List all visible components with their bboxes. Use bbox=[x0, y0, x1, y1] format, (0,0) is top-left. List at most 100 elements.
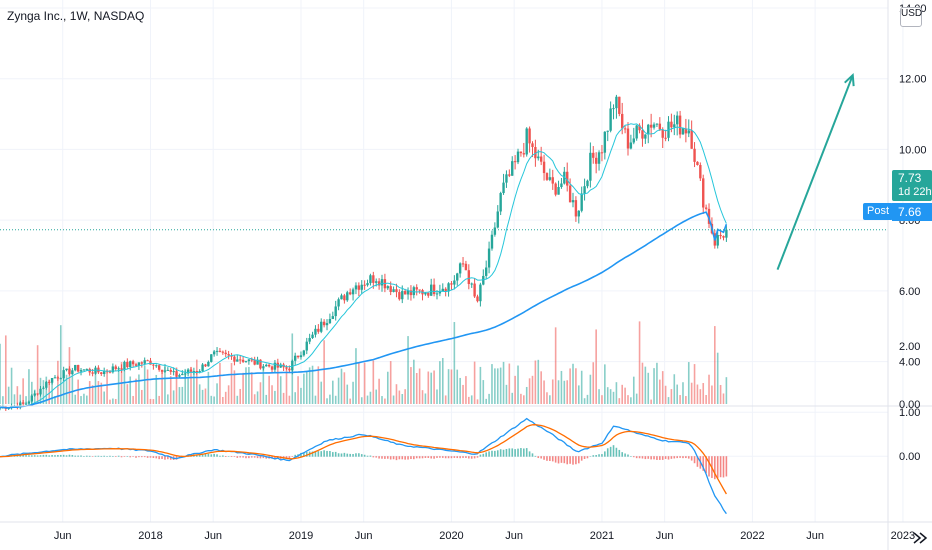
candle-body bbox=[415, 287, 418, 290]
volume-bar bbox=[459, 377, 461, 404]
macd-histogram-bar bbox=[305, 452, 308, 457]
volume-bar bbox=[253, 394, 256, 404]
candle-body bbox=[716, 234, 719, 246]
candle-body bbox=[644, 134, 647, 139]
macd-histogram-bar bbox=[537, 456, 540, 459]
candle-body bbox=[528, 128, 531, 144]
candle-body bbox=[82, 369, 86, 371]
candle-body bbox=[360, 284, 363, 290]
macd-histogram-bar bbox=[554, 456, 557, 463]
candle-body bbox=[603, 131, 607, 153]
candle-body bbox=[363, 284, 366, 286]
macd-histogram-bar bbox=[525, 448, 528, 457]
volume-bar bbox=[245, 367, 247, 404]
chart-title[interactable]: Zynga Inc., 1W, NASDAQ bbox=[7, 9, 145, 23]
candle-body bbox=[505, 174, 508, 183]
macd-histogram-bar bbox=[33, 455, 36, 457]
volume-bar bbox=[285, 367, 288, 404]
volume-bar bbox=[141, 389, 143, 404]
macd-histogram-bar bbox=[560, 456, 563, 463]
volume-bar bbox=[523, 395, 525, 404]
volume-bar bbox=[31, 381, 33, 404]
macd-histogram-bar bbox=[285, 456, 288, 459]
candle-body bbox=[539, 156, 543, 162]
candle-body bbox=[545, 173, 549, 180]
volume-bar bbox=[366, 395, 369, 404]
goto-realtime-icon[interactable] bbox=[908, 528, 930, 548]
candle-body bbox=[198, 371, 201, 373]
candle-body bbox=[406, 290, 410, 295]
currency-label[interactable]: USD bbox=[900, 7, 922, 27]
candle-body bbox=[215, 350, 219, 352]
candle-body bbox=[126, 361, 129, 368]
volume-bar bbox=[340, 368, 343, 404]
macd-histogram-bar bbox=[624, 453, 626, 457]
volume-bar bbox=[337, 377, 340, 404]
macd-histogram-bar bbox=[57, 455, 59, 457]
trend-arrow-line bbox=[776, 74, 854, 271]
volume-bar bbox=[259, 382, 262, 404]
volume-bar bbox=[213, 396, 215, 404]
macd-histogram-bar bbox=[352, 454, 354, 457]
volume-bar bbox=[722, 393, 725, 404]
macd-histogram-bar bbox=[360, 454, 363, 457]
volume-bar bbox=[100, 382, 103, 404]
candle-body bbox=[554, 183, 557, 195]
candle-body bbox=[531, 143, 534, 148]
volume-bar bbox=[265, 394, 268, 404]
candle-body bbox=[618, 96, 621, 114]
volume-bar bbox=[123, 363, 126, 404]
macd-histogram-bar bbox=[386, 456, 389, 459]
candle-body bbox=[71, 370, 74, 375]
candle-body bbox=[267, 364, 271, 367]
macd-histogram-bar bbox=[604, 451, 606, 457]
volume-bar bbox=[294, 392, 296, 404]
time-tick-label: 2018 bbox=[138, 530, 162, 542]
candle-body bbox=[253, 359, 256, 365]
volume-bar bbox=[0, 343, 1, 404]
volume-bar bbox=[175, 367, 178, 404]
candle-body bbox=[59, 378, 62, 380]
volume-bar bbox=[615, 382, 618, 404]
volume-bar bbox=[178, 387, 181, 404]
volume-bar bbox=[531, 375, 534, 404]
macd-histogram-bar bbox=[462, 456, 464, 458]
candle-body bbox=[594, 157, 598, 164]
candle-body bbox=[464, 263, 468, 271]
volume-bar bbox=[381, 396, 383, 404]
volume-bar bbox=[25, 396, 27, 404]
candle-body bbox=[563, 171, 566, 184]
candle-body bbox=[525, 128, 528, 155]
annotations bbox=[776, 73, 855, 271]
candle-body bbox=[482, 275, 485, 285]
volume-bar bbox=[606, 387, 609, 404]
candle-body bbox=[444, 288, 447, 292]
volume-bar bbox=[679, 395, 681, 404]
volume-bar bbox=[563, 380, 566, 404]
macd-histogram-bar bbox=[447, 456, 450, 459]
volume-bar bbox=[149, 398, 152, 404]
last-price-value: 7.73 bbox=[898, 171, 922, 185]
candle-body bbox=[568, 185, 572, 203]
macd-tick-label: 1.00 bbox=[899, 407, 920, 419]
volume-bar bbox=[106, 369, 108, 404]
macd-histogram-bar bbox=[563, 456, 566, 464]
candle-body bbox=[207, 361, 210, 367]
volume-bar bbox=[598, 389, 600, 404]
candle-body bbox=[65, 368, 68, 371]
volume-bar bbox=[13, 394, 16, 404]
candle-body bbox=[496, 211, 499, 228]
volume-bar bbox=[711, 385, 713, 404]
candle-body bbox=[681, 128, 685, 135]
price-tick-label: 6.00 bbox=[899, 286, 920, 298]
macd-histogram-bar bbox=[48, 455, 50, 457]
volume-bar bbox=[491, 364, 493, 404]
candle-body bbox=[354, 285, 358, 290]
macd-histogram-bar bbox=[667, 456, 670, 460]
volume-bar bbox=[109, 399, 111, 404]
volume-bar bbox=[360, 397, 363, 404]
volume-bar bbox=[410, 367, 412, 404]
candle-body bbox=[288, 368, 291, 371]
macd-histogram-bar bbox=[496, 450, 499, 457]
candle-body bbox=[658, 123, 662, 130]
